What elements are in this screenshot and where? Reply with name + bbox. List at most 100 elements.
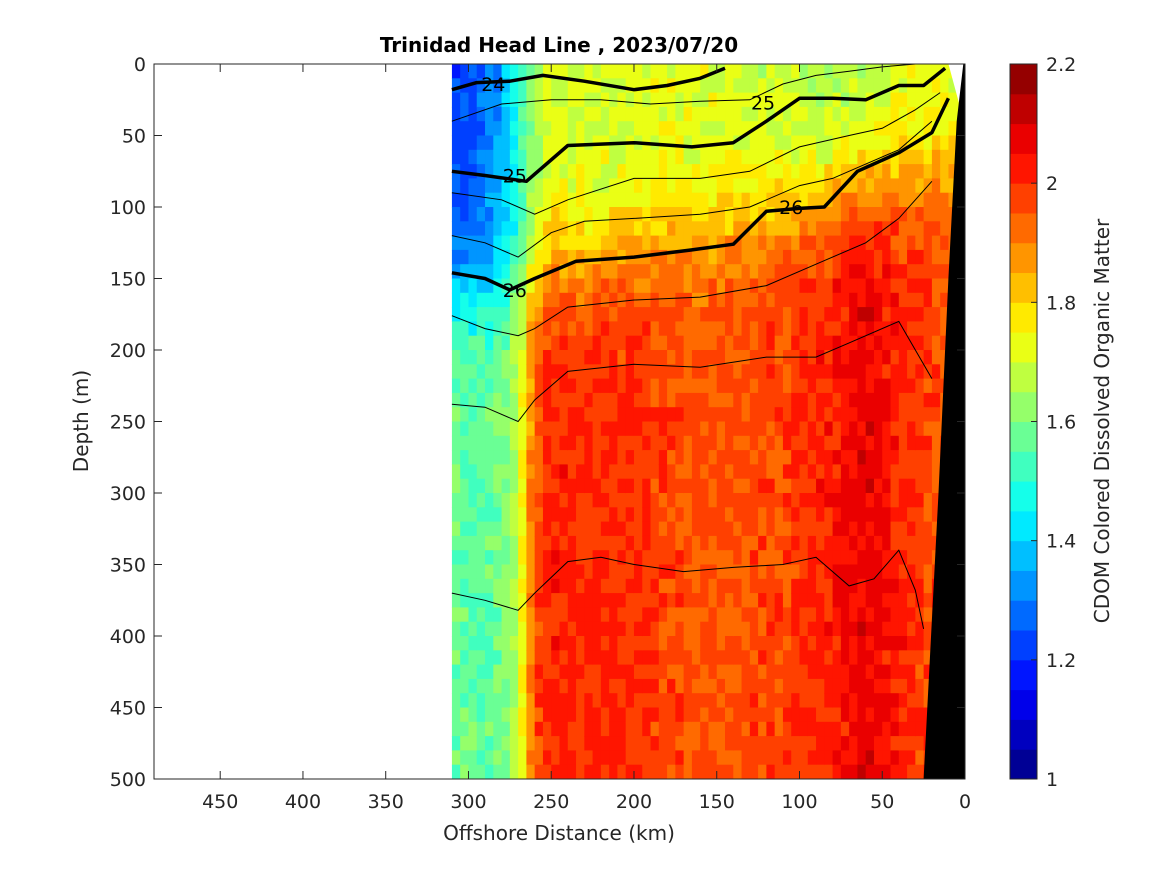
heatmap-cell <box>451 464 461 480</box>
heatmap-cell <box>526 564 536 580</box>
heatmap-cell <box>865 92 875 108</box>
heatmap-cell <box>915 192 925 208</box>
heatmap-cell <box>542 478 552 494</box>
heatmap-cell <box>824 535 834 551</box>
heatmap-cell <box>451 178 461 194</box>
heatmap-cell <box>791 78 801 94</box>
heatmap-cell <box>667 278 676 294</box>
heatmap-cell <box>849 535 859 551</box>
heatmap-cell <box>865 493 875 508</box>
heatmap-cell <box>658 321 668 337</box>
heatmap-cell <box>725 478 734 494</box>
heatmap-cell <box>766 721 776 737</box>
heatmap-cell <box>642 192 652 208</box>
heatmap-cell <box>658 335 668 351</box>
heatmap-cell <box>468 350 478 365</box>
heatmap-cell <box>774 207 784 222</box>
heatmap-cell <box>849 736 859 751</box>
heatmap-cell <box>725 450 734 465</box>
heatmap-cell <box>625 235 635 251</box>
heatmap-cell <box>667 535 676 551</box>
heatmap-cell <box>791 764 801 779</box>
heatmap-cell <box>592 435 602 451</box>
heatmap-cell <box>658 121 668 137</box>
heatmap-cell <box>741 149 751 165</box>
heatmap-cell <box>873 636 883 651</box>
heatmap-cell <box>700 278 710 294</box>
heatmap-cell <box>766 278 776 294</box>
heatmap-cell <box>898 721 908 737</box>
heatmap-cell <box>923 335 933 351</box>
heatmap-cell <box>898 678 908 694</box>
heatmap-cell <box>625 550 635 566</box>
heatmap-cell <box>849 721 859 737</box>
heatmap-cell <box>617 106 627 122</box>
heatmap-cell <box>873 593 883 608</box>
heatmap-cell <box>675 664 685 680</box>
heatmap-cell <box>650 550 660 566</box>
heatmap-cell <box>551 636 561 651</box>
heatmap-cell <box>849 650 859 666</box>
heatmap-cell <box>791 335 801 351</box>
heatmap-cell <box>782 235 792 251</box>
heatmap-cell <box>642 621 652 637</box>
heatmap-cell <box>733 407 743 423</box>
heatmap-cell <box>485 435 494 451</box>
heatmap-cell <box>791 750 801 766</box>
heatmap-cell <box>600 235 610 251</box>
heatmap-cell <box>501 693 511 709</box>
heatmap-cell <box>873 364 883 380</box>
heatmap-cell <box>725 149 734 165</box>
heatmap-cell <box>526 392 536 408</box>
heatmap-cell <box>509 650 519 666</box>
heatmap-cell <box>642 521 652 537</box>
heatmap-cell <box>791 64 801 79</box>
heatmap-cell <box>518 106 527 122</box>
heatmap-cell <box>799 392 809 408</box>
heatmap-cell <box>849 278 859 294</box>
heatmap-cell <box>600 535 610 551</box>
heatmap-cell <box>807 249 817 265</box>
heatmap-cell <box>915 207 925 222</box>
heatmap-cell <box>882 321 892 337</box>
heatmap-cell <box>609 493 619 508</box>
heatmap-cell <box>642 607 652 623</box>
heatmap-cell <box>882 264 892 280</box>
heatmap-cell <box>518 78 527 94</box>
heatmap-cell <box>940 321 950 337</box>
heatmap-cell <box>476 621 486 637</box>
heatmap-cell <box>559 550 569 566</box>
heatmap-cell <box>791 693 801 709</box>
heatmap-cell <box>725 292 734 308</box>
contour-label: 25 <box>503 166 527 188</box>
heatmap-cell <box>807 264 817 280</box>
heatmap-cell <box>493 493 503 508</box>
heatmap-cell <box>485 221 494 237</box>
heatmap-cell <box>609 678 619 694</box>
heatmap-cell <box>476 693 486 709</box>
heatmap-cell <box>567 764 577 779</box>
heatmap-cell <box>940 235 950 251</box>
heatmap-cell <box>758 507 767 523</box>
heatmap-cell <box>691 106 701 122</box>
heatmap-cell <box>633 407 643 423</box>
heatmap-cell <box>882 636 892 651</box>
heatmap-cell <box>816 407 825 423</box>
heatmap-cell <box>807 564 817 580</box>
heatmap-cell <box>609 192 619 208</box>
heatmap-cell <box>816 292 825 308</box>
heatmap-cell <box>915 521 925 537</box>
heatmap-cell <box>468 364 478 380</box>
heatmap-cell <box>675 450 685 465</box>
heatmap-cell <box>816 764 825 779</box>
heatmap-cell <box>931 421 941 437</box>
heatmap-cell <box>600 321 610 337</box>
heatmap-cell <box>915 764 925 779</box>
heatmap-cell <box>518 535 527 551</box>
heatmap-cell <box>774 721 784 737</box>
heatmap-cell <box>551 192 561 208</box>
heatmap-cell <box>460 535 470 551</box>
heatmap-cell <box>592 478 602 494</box>
heatmap-cell <box>650 578 660 594</box>
heatmap-cell <box>667 578 676 594</box>
